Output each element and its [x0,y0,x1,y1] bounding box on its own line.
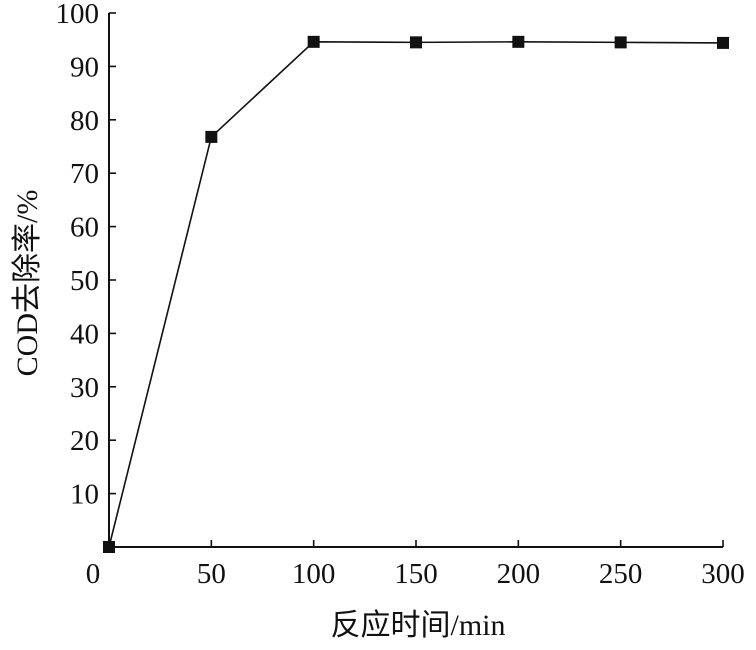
data-point-250 [614,36,627,49]
series-markers [103,35,729,553]
y-tick-label-10: 10 [70,479,99,511]
y-axis-title: COD去除率/% [11,190,44,377]
y-tick-label-80: 80 [70,105,99,137]
x-axis-title: 反应时间/min [330,609,505,642]
x-tick-label-100: 100 [292,558,336,590]
data-point-50 [205,130,218,143]
y-tick-label-70: 70 [70,158,99,190]
data-point-150 [410,36,422,49]
y-tick-label-30: 30 [70,372,99,404]
x-tick-label-50: 50 [197,558,226,590]
data-point-300 [717,36,729,49]
x-tick-label-200: 200 [497,558,541,590]
y-tick-label-40: 40 [70,318,99,350]
series-line [108,41,724,548]
x-tick-label-300: 300 [701,558,745,590]
axis-ticks [109,12,724,547]
data-point-0 [103,541,115,553]
data-point-200 [512,35,525,48]
y-tick-label-90: 90 [70,51,99,83]
x-tick-label-250: 250 [599,558,643,590]
y-tick-label-100: 100 [56,0,100,30]
x-tick-label-150: 150 [394,558,438,590]
axis-tick-labels: 0 50 100 150 200 250 300 10 20 30 40 50 60 70 80 90 100 [56,0,745,590]
y-tick-label-50: 50 [70,265,99,297]
y-tick-label-60: 60 [70,212,99,244]
axes [108,13,723,548]
x-tick-label-0: 0 [86,558,101,590]
y-tick-label-20: 20 [70,425,99,457]
data-point-100 [307,35,320,48]
